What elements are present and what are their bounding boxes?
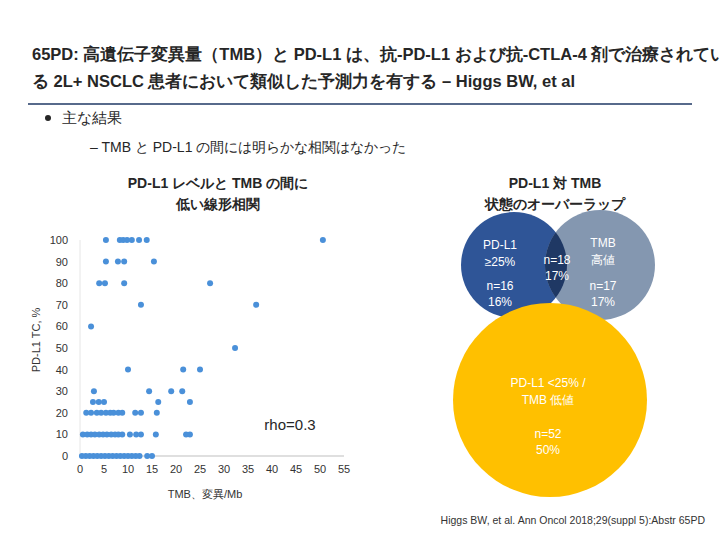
- venn-percent: 17%: [591, 295, 615, 309]
- y-tick-label: 10: [56, 428, 68, 440]
- bullet: 主な結果: [62, 110, 122, 126]
- y-tick-label: 20: [56, 407, 68, 419]
- point: [132, 410, 138, 416]
- venn-label: PD-L1: [483, 238, 517, 252]
- point: [103, 259, 109, 265]
- point: [253, 302, 259, 308]
- slide-title: 65PD: 高遺伝子変異量（TMB）と PD-L1 は、抗-PD-L1 および抗…: [32, 45, 720, 64]
- slide-title: る 2L+ NSCLC 患者において類似した予測力を有する – Higgs BW…: [32, 72, 575, 91]
- point: [129, 237, 135, 243]
- point: [155, 399, 161, 405]
- y-tick-label: 0: [62, 450, 68, 462]
- point: [88, 323, 94, 329]
- point: [153, 431, 159, 437]
- x-axis-label: TMB、変異/Mb: [168, 488, 243, 500]
- x-tick-label: 40: [266, 463, 278, 475]
- point: [138, 410, 144, 416]
- y-tick-label: 30: [56, 385, 68, 397]
- point: [102, 280, 108, 286]
- point: [119, 410, 125, 416]
- x-tick-label: 30: [218, 463, 230, 475]
- venn-label: TMB 低値: [522, 393, 575, 407]
- point: [119, 431, 125, 437]
- footnote: Higgs BW, et al. Ann Oncol 2018;29(suppl…: [441, 514, 706, 526]
- venn-percent: 16%: [488, 295, 512, 309]
- x-tick-label: 0: [77, 463, 83, 475]
- points: [79, 237, 326, 459]
- venn-set: [453, 303, 647, 497]
- point: [180, 367, 186, 373]
- bullet-dot: [45, 115, 51, 121]
- annotation: rho=0.3: [264, 416, 315, 433]
- point: [197, 367, 203, 373]
- point: [121, 280, 127, 286]
- point: [88, 410, 94, 416]
- x-tick-label: 5: [101, 463, 107, 475]
- point: [115, 259, 121, 265]
- point: [137, 453, 143, 459]
- y-tick-label: 50: [56, 342, 68, 354]
- venn-label: TMB: [590, 236, 615, 250]
- point: [149, 453, 155, 459]
- venn-count: n=52: [534, 427, 561, 441]
- point: [103, 237, 109, 243]
- y-tick-label: 100: [50, 234, 68, 246]
- point: [144, 237, 150, 243]
- y-tick-label: 90: [56, 256, 68, 268]
- point: [136, 237, 142, 243]
- point: [96, 280, 102, 286]
- y-tick-label: 40: [56, 364, 68, 376]
- x-tick-label: 10: [122, 463, 134, 475]
- y-tick-label: 80: [56, 277, 68, 289]
- point: [179, 388, 185, 394]
- point: [151, 259, 157, 265]
- y-axis: [80, 240, 81, 456]
- point: [154, 410, 160, 416]
- point: [187, 399, 193, 405]
- point: [146, 388, 152, 394]
- title-rule: [28, 103, 692, 105]
- point: [121, 259, 127, 265]
- point: [187, 431, 193, 437]
- x-tick-label: 55: [338, 463, 350, 475]
- venn-label: 高値: [591, 253, 615, 267]
- y-tick-label: 70: [56, 299, 68, 311]
- venn-percent: 17%: [545, 269, 569, 283]
- x-tick-label: 20: [170, 463, 182, 475]
- x-tick-label: 25: [194, 463, 206, 475]
- venn-count: n=16: [486, 279, 513, 293]
- x-tick-label: 15: [146, 463, 158, 475]
- chart-title: 状態のオーバーラップ: [484, 196, 626, 212]
- point: [125, 367, 131, 373]
- point: [96, 399, 102, 405]
- point: [207, 280, 213, 286]
- point: [101, 399, 107, 405]
- venn-percent: 50%: [536, 443, 560, 457]
- chart-title: PD-L1 レベルと TMB の間に: [128, 175, 308, 191]
- chart-title: PD-L1 対 TMB: [509, 175, 602, 191]
- point: [127, 431, 133, 437]
- point: [168, 388, 174, 394]
- x-tick-label: 45: [290, 463, 302, 475]
- x-tick-label: 50: [314, 463, 326, 475]
- venn-count: n=18: [543, 253, 570, 267]
- venn-label: PD-L1 <25% /: [510, 376, 586, 390]
- y-axis-label: PD-L1 TC, %: [30, 307, 42, 372]
- point: [91, 388, 97, 394]
- point: [138, 302, 144, 308]
- point: [232, 345, 238, 351]
- chart-title: 低い線形相関: [175, 196, 260, 212]
- venn-count: n=17: [589, 279, 616, 293]
- point: [138, 431, 144, 437]
- point: [90, 399, 96, 405]
- y-tick-label: 60: [56, 320, 68, 332]
- point: [320, 237, 326, 243]
- x-tick-label: 35: [242, 463, 254, 475]
- venn-label: ≥25%: [485, 255, 516, 269]
- sub-bullet: – TMB と PD-L1 の間には明らかな相関はなかった: [90, 139, 406, 155]
- slide: 65PD: 高遺伝子変異量（TMB）と PD-L1 は、抗-PD-L1 および抗…: [0, 0, 720, 540]
